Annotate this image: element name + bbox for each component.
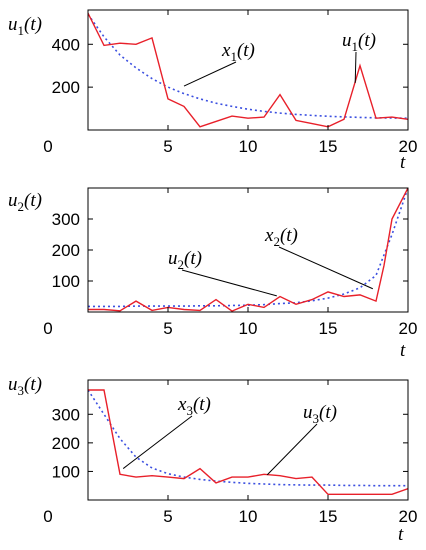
series-line-state: [88, 389, 408, 487]
x-tick-label: 15: [319, 507, 338, 526]
x-tick-label: 5: [163, 319, 172, 338]
series-line-state: [88, 188, 408, 308]
x-axis-label: t: [400, 340, 406, 361]
plot-frame: [87, 379, 409, 501]
x-tick-label: 10: [239, 137, 258, 156]
annotation-label: u3(t): [303, 402, 337, 426]
y-axis-label: u1(t): [8, 14, 42, 38]
y-origin-label: 0: [43, 507, 52, 526]
annotation-leader-line: [122, 415, 193, 469]
x-axis-label: t: [398, 524, 404, 545]
x-tick-label: 10: [239, 507, 258, 526]
annotation-label: u1(t): [342, 30, 376, 54]
y-tick-label: 400: [52, 35, 80, 54]
annotation-leader-line: [278, 246, 374, 290]
x-axis-label: t: [400, 152, 406, 173]
x-tick-label: 20: [399, 319, 418, 338]
y-tick-label: 200: [52, 241, 80, 260]
series-line-control: [88, 12, 408, 128]
y-tick-label: 100: [52, 272, 80, 291]
panel-2: 5 10 15 20 100 200 300 0 u2(t) t u2(t) x2(t): [8, 187, 418, 361]
annotation-label: x3(t): [177, 394, 211, 418]
y-tick-label: 300: [52, 405, 80, 424]
series-line-control: [88, 389, 408, 495]
x-tick-label: 10: [239, 319, 258, 338]
y-tick-label: 200: [52, 78, 80, 97]
x-tick-label: 15: [319, 137, 338, 156]
y-origin-label: 0: [43, 137, 52, 156]
y-tick-label: 200: [52, 434, 80, 453]
annotation-leader-line: [183, 61, 237, 87]
panel-3: 5 10 15 20 100 200 300 0 u3(t) t x3(t) u3(t): [8, 374, 417, 545]
x-tick-label: 15: [319, 319, 338, 338]
series-line-state: [88, 13, 408, 119]
y-axis-label: u3(t): [8, 374, 42, 398]
x-tick-label: 20: [399, 137, 418, 156]
y-tick-label: 100: [52, 462, 80, 481]
plot-frame: [87, 187, 409, 313]
annotation-leader-line: [266, 423, 318, 476]
annotation-label: x2(t): [264, 225, 298, 249]
annotation-leader-line: [181, 269, 277, 297]
x-tick-label: 5: [163, 137, 172, 156]
y-tick-label: 300: [52, 210, 80, 229]
y-axis-label: u2(t): [8, 190, 42, 214]
x-tick-label: 20: [399, 507, 418, 526]
series-line-control: [88, 188, 408, 312]
plot-frame: [87, 9, 409, 131]
x-tick-label: 5: [163, 507, 172, 526]
annotation-label: x1(t): [221, 40, 255, 64]
annotation-label: u2(t): [168, 248, 202, 272]
annotation-leader-line: [354, 51, 357, 83]
y-origin-label: 0: [43, 319, 52, 338]
panel-1: 5 10 15 20 200 400 0 u1(t) t x1(t) u1(t): [8, 9, 418, 173]
